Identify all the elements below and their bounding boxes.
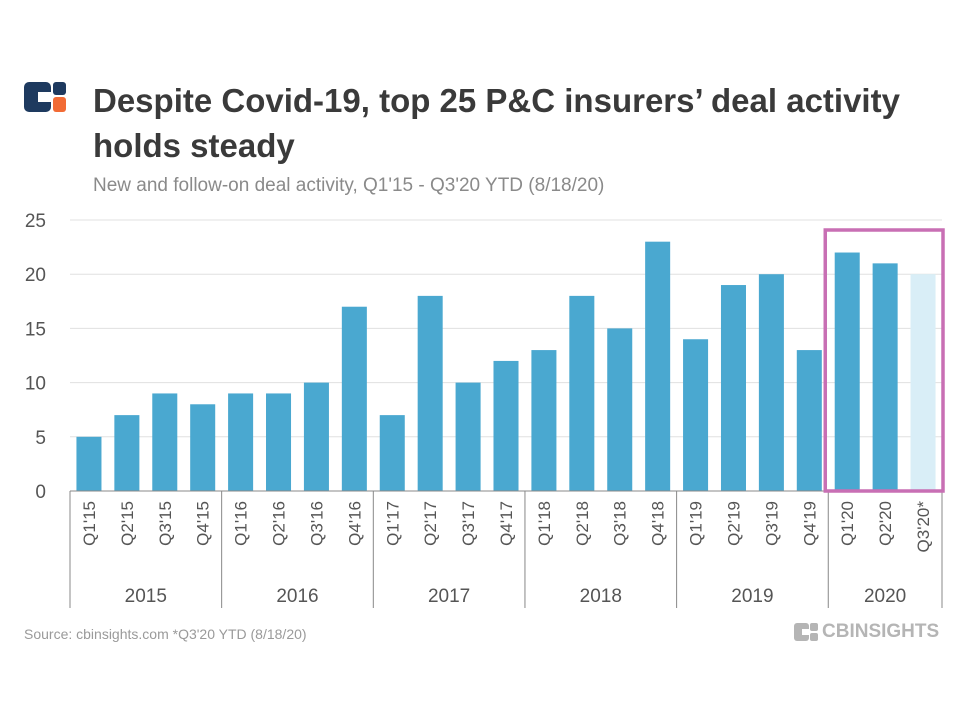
bar-chart: 0 5 10 15 20 25 Q1'15 Q2'15 Q3'15 Q4'15 Q1'16 Q2'16… [25,211,945,608]
bar [228,393,254,491]
x-tick-label: Q1'17 [383,501,402,546]
x-tick-label: Q3'20* [914,501,933,553]
bar [720,285,746,491]
bar [872,263,898,491]
bar [834,252,860,491]
bar [683,339,709,491]
bar [76,436,102,491]
bar [569,295,595,491]
year-label: 2016 [276,586,318,607]
y-tick-label: 5 [35,428,46,449]
bar [266,393,292,491]
cb-insights-wordmark-icon [794,623,818,641]
year-label: 2019 [731,586,773,607]
x-tick-label: Q2'17 [421,501,440,546]
bar [531,350,557,491]
year-label: 2015 [125,586,167,607]
bar [303,382,329,491]
y-tick-label: 25 [25,211,46,232]
x-tick-label: Q3'18 [611,501,630,546]
x-tick-label: Q1'15 [80,501,99,546]
bar [645,241,671,491]
bar [114,415,140,491]
chart-subtitle: New and follow-on deal activity, Q1'15 -… [93,175,605,196]
x-tick-label: Q4'15 [194,501,213,546]
x-tick-label: Q2'19 [724,501,743,546]
x-tick-label: Q2'18 [573,501,592,546]
x-tick-label: Q4'19 [800,501,819,546]
bar [417,295,443,491]
y-tick-label: 10 [25,374,46,395]
cb-insights-wordmark: CBINSIGHTS [794,620,939,644]
x-tick-label: Q3'15 [156,501,175,546]
x-tick-label: Q3'17 [459,501,478,546]
bar [455,382,481,491]
x-tick-label: Q3'16 [307,501,326,546]
bar [190,404,216,491]
brand-text: CBINSIGHTS [822,621,940,642]
cb-insights-logo-icon [24,82,66,112]
chart-title: Despite Covid-19, top 25 P&C insurers’ d… [93,82,900,164]
year-label: 2017 [428,586,470,607]
y-tick-label: 15 [25,319,46,340]
bar [379,415,405,491]
x-tick-label: Q2'16 [270,501,289,546]
x-tick-label: Q1'20 [838,501,857,546]
bar [796,350,822,491]
x-tick-label: Q3'19 [762,501,781,546]
highlight-box [823,228,945,493]
bar [910,274,936,491]
x-tick-label: Q2'20 [876,501,895,546]
bar [152,393,178,491]
bar [341,306,367,491]
x-tick-label: Q4'18 [649,501,668,546]
y-tick-label: 0 [35,482,46,503]
x-tick-label: Q1'19 [687,501,706,546]
x-tick-label: Q4'17 [497,501,516,546]
x-tick-label: Q4'16 [345,501,364,546]
bar [607,328,633,491]
bar [493,360,519,491]
x-tick-label: Q1'18 [535,501,554,546]
bar [758,274,784,491]
source-note: Source: cbinsights.com *Q3'20 YTD (8/18/… [24,626,307,642]
y-tick-label: 20 [25,265,46,286]
year-label: 2020 [864,586,906,607]
year-label: 2018 [580,586,622,607]
x-tick-label: Q2'15 [118,501,137,546]
x-tick-label: Q1'16 [232,501,251,546]
